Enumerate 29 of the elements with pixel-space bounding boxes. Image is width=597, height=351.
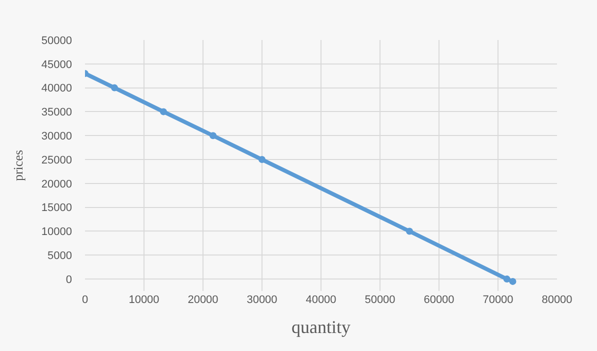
y-axis-title: prices bbox=[10, 150, 26, 182]
y-tick-label: 40000 bbox=[41, 82, 72, 95]
x-tick-label: 50000 bbox=[364, 294, 396, 306]
point bbox=[503, 276, 510, 283]
x-tick-label: 0 bbox=[82, 294, 88, 306]
x-tick-label: 20000 bbox=[188, 294, 218, 306]
x-tick-label: 30000 bbox=[246, 294, 278, 306]
point bbox=[160, 108, 167, 116]
y-tick-label: 20000 bbox=[41, 178, 72, 190]
x-tick-label: 10000 bbox=[128, 294, 160, 306]
y-tick-label: 25000 bbox=[41, 154, 72, 166]
x-tick-label: 70000 bbox=[482, 294, 514, 306]
point bbox=[406, 228, 413, 235]
y-tick-label: 50000 bbox=[41, 34, 72, 47]
y-tick-label: 15000 bbox=[41, 202, 72, 214]
x-axis-title: quantity bbox=[292, 317, 350, 338]
point bbox=[111, 84, 118, 92]
x-tick-label: 80000 bbox=[542, 294, 572, 306]
point bbox=[258, 156, 266, 164]
x-tick-label: 60000 bbox=[424, 294, 454, 306]
point bbox=[210, 132, 217, 140]
y-tick-label: 35000 bbox=[41, 106, 72, 119]
point bbox=[509, 278, 516, 285]
y-tick-label: 10000 bbox=[41, 226, 72, 238]
y-tick-label: 5000 bbox=[48, 250, 72, 262]
x-tick-label: 40000 bbox=[306, 294, 336, 306]
y-tick-label: 45000 bbox=[41, 58, 72, 71]
y-tick-label: 0 bbox=[66, 274, 72, 286]
y-tick-label: 30000 bbox=[41, 130, 72, 142]
